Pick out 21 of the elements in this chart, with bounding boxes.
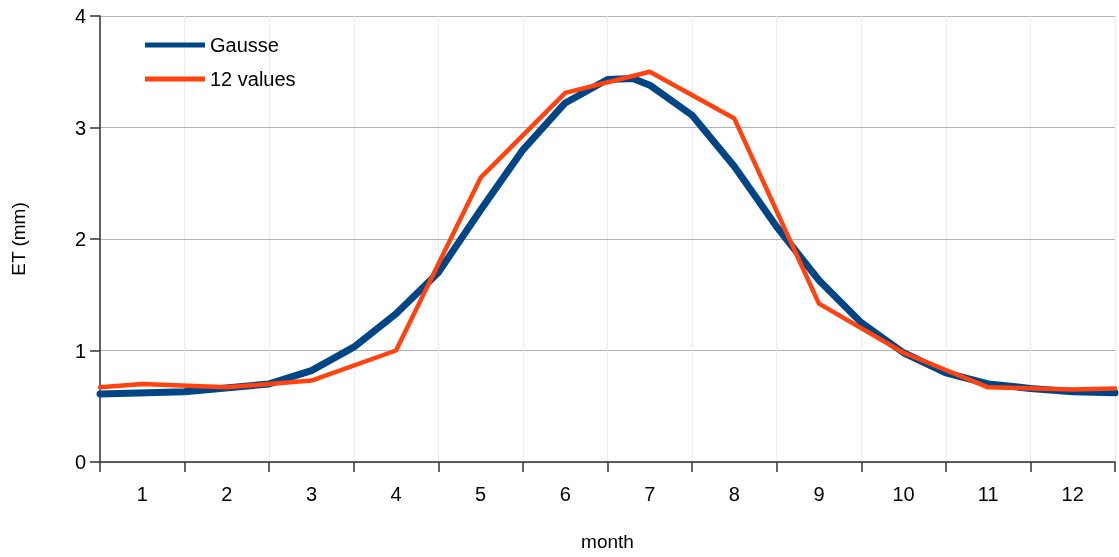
x-tick-label: 12 <box>1061 483 1084 505</box>
y-axis-title: ET (mm) <box>8 202 29 276</box>
x-tick-label: 1 <box>136 483 148 505</box>
y-tick-label: 3 <box>74 116 86 139</box>
x-tick-label: 6 <box>559 483 571 505</box>
x-tick-label: 3 <box>305 483 318 505</box>
y-tick-label: 0 <box>74 451 86 473</box>
y-tick-label: 2 <box>74 228 86 250</box>
x-tick-label: 9 <box>813 483 825 505</box>
legend-label: Gausse <box>210 34 279 56</box>
x-tick-label: 5 <box>475 483 487 505</box>
x-axis-title: month <box>581 531 634 552</box>
x-tick-label: 2 <box>221 483 233 505</box>
x-tick-label: 4 <box>390 483 402 505</box>
x-tick-label: 8 <box>728 483 740 505</box>
x-tick-label: 11 <box>977 483 999 505</box>
y-tick-label: 1 <box>74 339 86 362</box>
y-tick-label: 4 <box>74 5 86 27</box>
legend-label: 12 values <box>210 68 296 90</box>
x-tick-label: 10 <box>892 483 915 505</box>
x-tick-label: 7 <box>644 483 656 505</box>
